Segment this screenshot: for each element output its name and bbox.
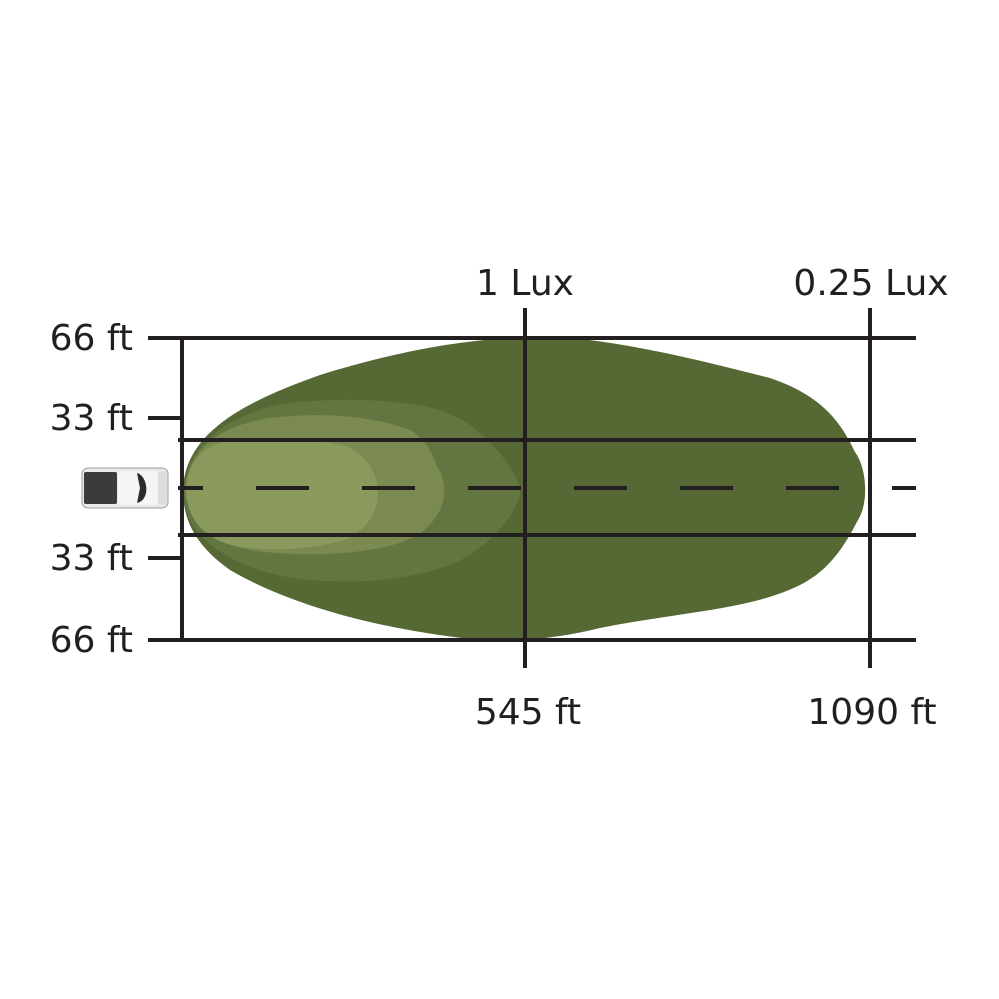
label-33ft-bottom: 33 ft [50,538,133,579]
label-0-25-lux: 0.25 Lux [793,263,948,304]
core-beam-zone [186,437,378,550]
label-545ft: 545 ft [475,692,581,733]
label-1-lux: 1 Lux [476,263,574,304]
pickup-truck-icon [81,467,169,509]
grid [148,308,916,668]
label-66ft-bottom: 66 ft [50,620,133,661]
label-33ft-top: 33 ft [50,398,133,439]
label-1090ft: 1090 ft [807,692,936,733]
label-66ft-top: 66 ft [50,318,133,359]
